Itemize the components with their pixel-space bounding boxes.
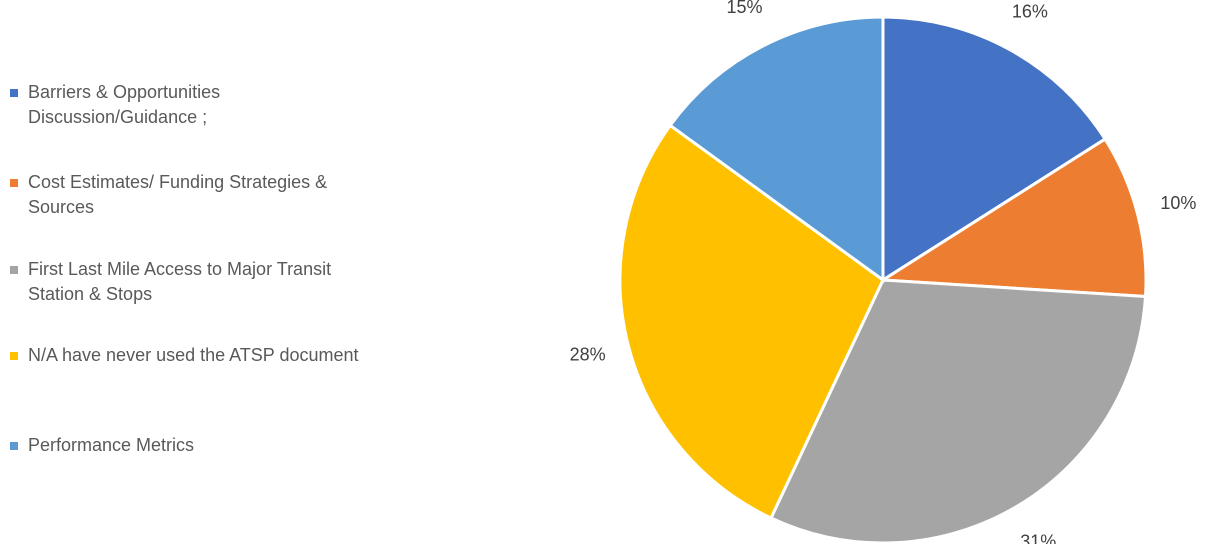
legend-item: Barriers & Opportunities Discussion/Guid… [10,80,410,130]
legend-item: N/A have never used the ATSP document [10,343,410,368]
pie-slice [878,137,1148,299]
legend-swatch [10,89,18,97]
legend-label: N/A have never used the ATSP document [28,345,359,365]
legend-swatch [10,442,18,450]
data-label: 16% [1012,1,1048,21]
legend-item: First Last Mile Access to Major Transit … [10,257,410,307]
legend-item: Cost Estimates/ Funding Strategies & Sou… [10,170,410,220]
data-label: 28% [570,345,606,365]
pie-slice [881,15,1108,283]
data-label: 10% [1160,193,1196,213]
data-label: 31% [1020,531,1056,544]
legend-label: Barriers & Opportunities Discussion/Guid… [28,82,221,127]
legend-swatch [10,179,18,187]
legend-swatch [10,352,18,360]
pie-slice [668,15,885,283]
legend-label: Cost Estimates/ Funding Strategies & Sou… [28,172,328,217]
legend-label: First Last Mile Access to Major Transit … [28,259,332,304]
pie-slice [769,278,1148,544]
legend-label: Performance Metrics [28,435,195,455]
data-label: 15% [727,0,763,17]
legend-swatch [10,266,18,274]
pie-slice [618,123,885,520]
legend-item: Performance Metrics [10,433,410,458]
